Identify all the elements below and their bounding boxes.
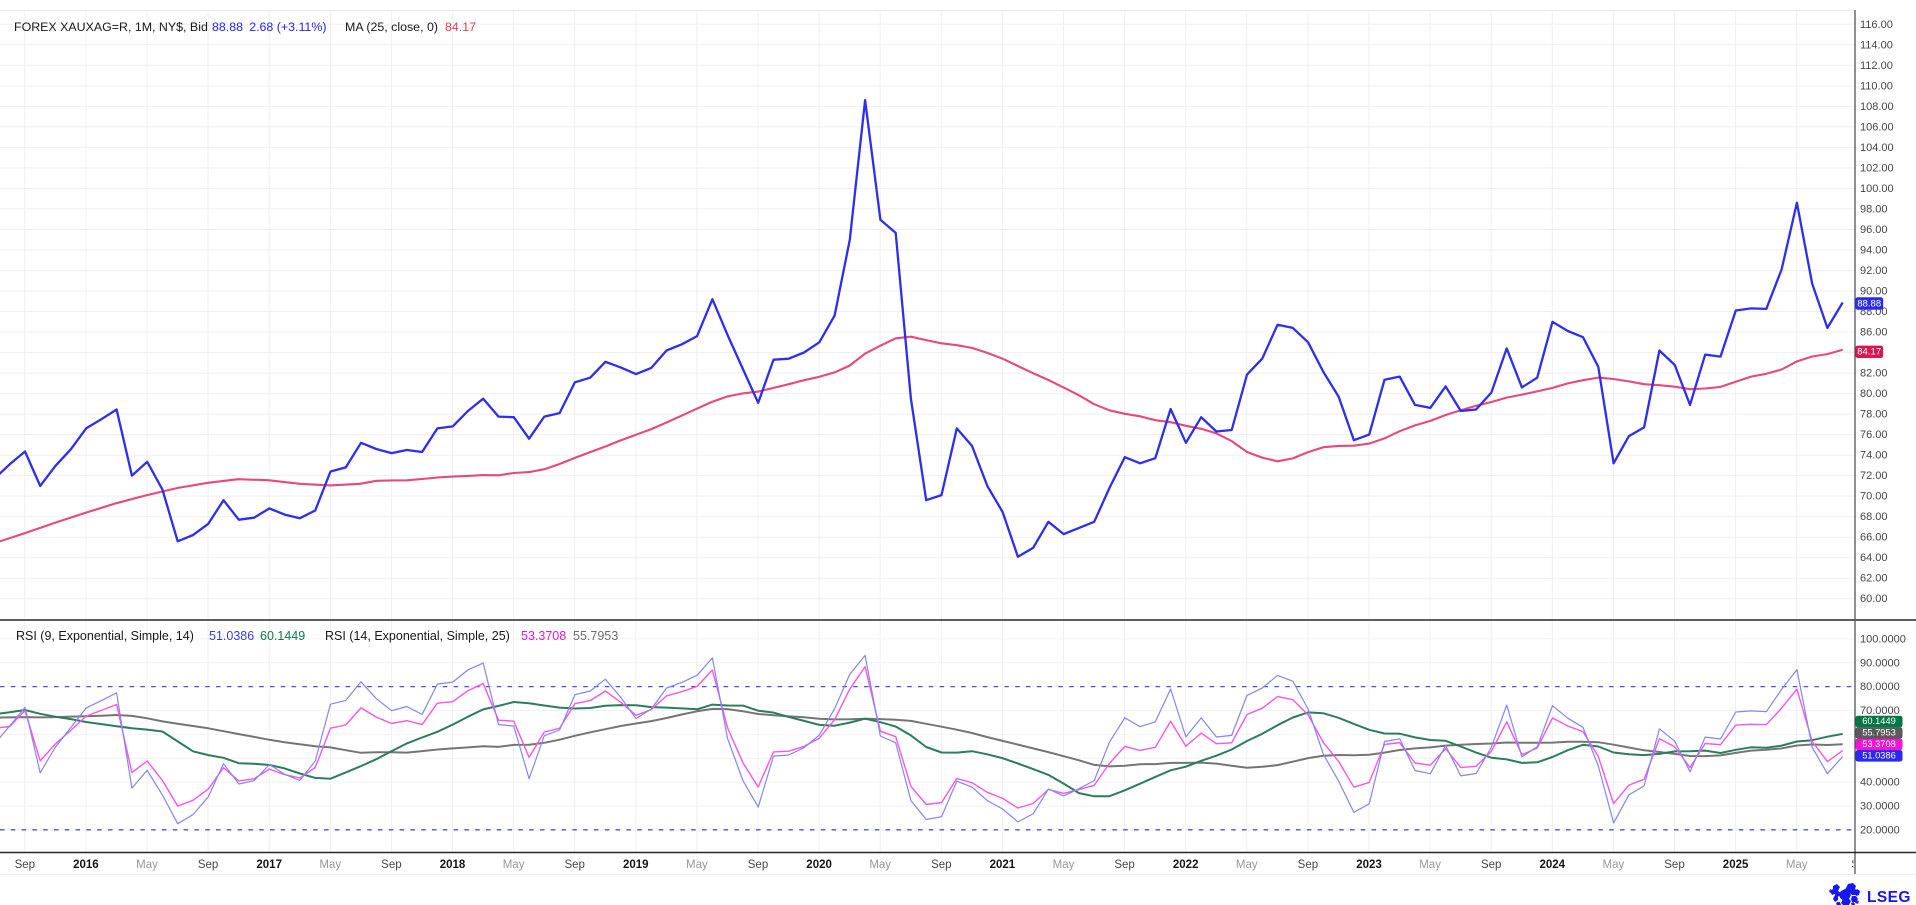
svg-text:84.17: 84.17 (1857, 347, 1881, 358)
svg-text:Sep: Sep (1298, 859, 1318, 871)
svg-text:May: May (1419, 859, 1441, 871)
svg-text:64.00: 64.00 (1860, 552, 1888, 564)
svg-text:104.00: 104.00 (1860, 142, 1894, 154)
svg-text:106.00: 106.00 (1860, 121, 1894, 133)
svg-text:86.00: 86.00 (1860, 327, 1888, 339)
svg-text:92.00: 92.00 (1860, 265, 1888, 277)
svg-text:May: May (686, 859, 708, 871)
svg-text:2018: 2018 (440, 859, 466, 871)
svg-text:2019: 2019 (623, 859, 649, 871)
svg-text:Sep: Sep (1114, 859, 1134, 871)
svg-text:84.17: 84.17 (445, 20, 476, 34)
svg-text:60.00: 60.00 (1860, 593, 1888, 605)
svg-text:78.00: 78.00 (1860, 409, 1888, 421)
svg-text:96.00: 96.00 (1860, 224, 1888, 236)
svg-text:May: May (319, 859, 341, 871)
svg-text:82.00: 82.00 (1860, 368, 1888, 380)
svg-text:Sep: Sep (1851, 859, 1871, 871)
svg-text:70.0000: 70.0000 (1860, 705, 1900, 717)
svg-text:53.3708: 53.3708 (521, 629, 566, 643)
svg-text:May: May (136, 859, 158, 871)
svg-text:68.00: 68.00 (1860, 511, 1888, 523)
svg-text:2021: 2021 (990, 859, 1016, 871)
svg-text:2024: 2024 (1540, 859, 1566, 871)
svg-text:Sep: Sep (748, 859, 768, 871)
svg-text:100.00: 100.00 (1860, 183, 1894, 195)
svg-text:102.00: 102.00 (1860, 162, 1894, 174)
svg-text:90.0000: 90.0000 (1860, 657, 1900, 669)
svg-text:100.0000: 100.0000 (1860, 633, 1906, 645)
svg-text:2017: 2017 (256, 859, 282, 871)
svg-text:60.1449: 60.1449 (1862, 716, 1896, 726)
svg-text:Sep: Sep (15, 859, 35, 871)
svg-text:76.00: 76.00 (1860, 429, 1888, 441)
svg-text:MA (25, close, 0): MA (25, close, 0) (345, 20, 438, 34)
svg-text:Sep: Sep (564, 859, 584, 871)
svg-text:94.00: 94.00 (1860, 245, 1888, 257)
svg-text:May: May (1603, 859, 1625, 871)
svg-text:2025: 2025 (1723, 859, 1749, 871)
svg-text:108.00: 108.00 (1860, 101, 1894, 113)
svg-text:60.1449: 60.1449 (260, 629, 305, 643)
svg-text:2023: 2023 (1356, 859, 1382, 871)
svg-text:Sep: Sep (1481, 859, 1501, 871)
svg-text:116.00: 116.00 (1860, 19, 1893, 31)
svg-text:May: May (1786, 859, 1808, 871)
svg-text:Sep: Sep (381, 859, 401, 871)
svg-text:2016: 2016 (73, 859, 99, 871)
svg-text:98.00: 98.00 (1860, 203, 1888, 215)
svg-text:110.00: 110.00 (1860, 80, 1893, 92)
svg-text:FOREX XAUXAG=R, 1M, NY$, Bid: FOREX XAUXAG=R, 1M, NY$, Bid (14, 20, 208, 34)
svg-text:114.00: 114.00 (1860, 39, 1893, 51)
svg-text:Sep: Sep (931, 859, 951, 871)
svg-text:88.88: 88.88 (1857, 298, 1881, 309)
svg-text:62.00: 62.00 (1860, 573, 1888, 585)
svg-text:20.0000: 20.0000 (1860, 824, 1900, 836)
svg-text:May: May (1236, 859, 1258, 871)
svg-text:80.00: 80.00 (1860, 388, 1888, 400)
svg-text:51.0386: 51.0386 (209, 629, 254, 643)
svg-text:40.0000: 40.0000 (1860, 777, 1900, 789)
svg-text:90.00: 90.00 (1860, 286, 1888, 298)
svg-text:RSI (14, Exponential, Simple,: RSI (14, Exponential, Simple, 25) (325, 629, 510, 643)
svg-text:May: May (869, 859, 891, 871)
svg-text:55.7953: 55.7953 (1862, 727, 1896, 737)
svg-text:51.0386: 51.0386 (1862, 750, 1896, 760)
svg-text:May: May (503, 859, 525, 871)
svg-text:74.00: 74.00 (1860, 450, 1888, 462)
svg-text:80.0000: 80.0000 (1860, 681, 1900, 693)
svg-text:88.88 2.68 (+3.11%): 88.88 2.68 (+3.11%) (212, 20, 326, 34)
svg-text:66.00: 66.00 (1860, 532, 1888, 544)
svg-text:30.0000: 30.0000 (1860, 801, 1900, 813)
svg-text:Sep: Sep (1664, 859, 1684, 871)
svg-text:RSI (9, Exponential, Simple, 1: RSI (9, Exponential, Simple, 14) (16, 629, 194, 643)
svg-text:53.3708: 53.3708 (1862, 739, 1896, 749)
svg-text:112.00: 112.00 (1860, 60, 1893, 72)
svg-text:LSEG: LSEG (1867, 889, 1911, 905)
svg-text:70.00: 70.00 (1860, 491, 1888, 503)
svg-text:2020: 2020 (806, 859, 832, 871)
svg-text:55.7953: 55.7953 (573, 629, 618, 643)
svg-text:2022: 2022 (1173, 859, 1199, 871)
svg-text:Sep: Sep (198, 859, 218, 871)
svg-text:72.00: 72.00 (1860, 470, 1888, 482)
svg-text:May: May (1053, 859, 1075, 871)
